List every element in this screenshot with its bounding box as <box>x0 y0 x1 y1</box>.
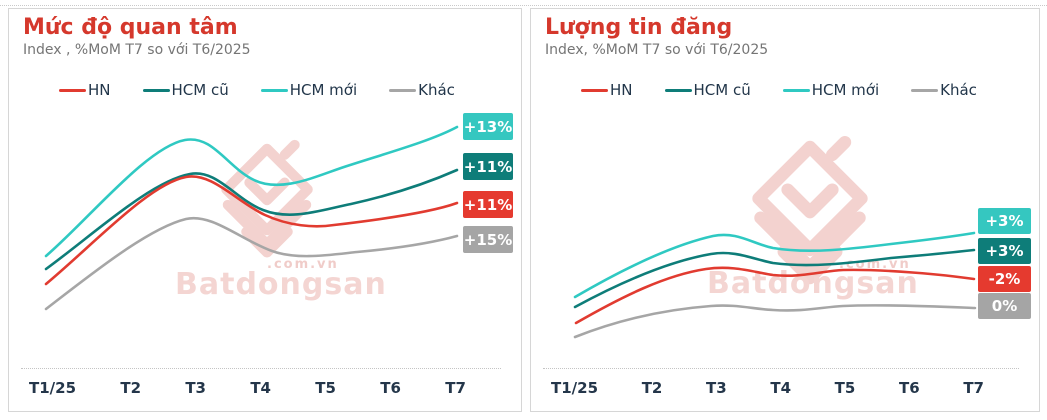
x-tick: T2 <box>641 379 663 397</box>
x-tick: T7 <box>445 379 466 397</box>
chart-subtitle: Index , %MoM T7 so với T6/2025 <box>23 42 251 58</box>
legend-dash-hcm-moi-icon <box>260 88 288 92</box>
x-tick: T1/25 <box>29 379 77 397</box>
watermark-domain: .com.vn <box>267 257 339 272</box>
x-axis-line <box>543 368 1019 369</box>
line-hn <box>574 266 976 325</box>
x-tick: T4 <box>770 379 792 397</box>
x-tick: T5 <box>315 379 336 397</box>
legend-label: HN <box>88 81 111 99</box>
value-badge-hcm-cu: +3% <box>978 238 1031 264</box>
chart-card-interest-level: Mức độ quan tâm Index , %MoM T7 so với T… <box>8 8 522 412</box>
legend-item-hcm-cu: HCM cũ <box>142 81 229 99</box>
legend: HN HCM cũ HCM mới Khác <box>581 81 977 99</box>
x-tick: T4 <box>250 379 271 397</box>
legend-item-khac: Khác <box>911 81 977 99</box>
x-tick: T1/25 <box>551 379 599 397</box>
legend-dash-hn-icon <box>59 88 86 92</box>
x-tick: T7 <box>963 379 984 397</box>
x-axis-line <box>21 368 501 369</box>
legend-item-hn: HN <box>59 81 111 99</box>
x-tick: T6 <box>380 379 401 397</box>
x-tick: T5 <box>834 379 856 397</box>
legend-item-hcm-cu: HCM cũ <box>664 81 751 99</box>
chart-title: Mức độ quan tâm <box>23 15 238 40</box>
legend-label: HCM mới <box>289 81 358 99</box>
legend-label: Khác <box>940 81 977 99</box>
line-hn <box>44 175 459 286</box>
legend: HN HCM cũ HCM mới Khác <box>59 81 455 99</box>
legend-label: HCM cũ <box>693 81 751 99</box>
batdongsan-logo-watermark-icon <box>221 139 313 258</box>
x-tick: T6 <box>899 379 920 397</box>
value-badge-hcm-cu: +11% <box>463 153 513 180</box>
chart-title: Lượng tin đăng <box>545 15 733 40</box>
line-khac <box>44 216 459 311</box>
legend-label: HCM mới <box>811 81 880 99</box>
legend-label: HN <box>610 81 633 99</box>
line-hcm-moi <box>573 231 976 299</box>
chart-subtitle: Index, %MoM T7 so với T6/2025 <box>545 42 769 58</box>
x-tick: T2 <box>120 379 142 397</box>
line-hcm-cu <box>44 168 459 271</box>
watermark-brand: Batdongsan <box>175 267 387 302</box>
legend-item-hcm-moi: HCM mới <box>260 81 358 99</box>
x-axis-labels: T1/25 T2 T3 T4 T5 T6 T7 <box>29 379 466 397</box>
line-hcm-cu <box>573 248 976 309</box>
legend-item-khac: Khác <box>389 81 455 99</box>
page-top-divider <box>0 5 1047 6</box>
value-badge-hn: -2% <box>978 266 1031 292</box>
legend-dash-khac-icon <box>911 88 939 92</box>
legend-label: Khác <box>418 81 455 99</box>
legend-dash-hcm-cu-icon <box>664 88 692 92</box>
x-axis-labels: T1/25 T2 T3 T4 T5 T6 T7 <box>551 379 984 397</box>
legend-dash-hcm-moi-icon <box>782 88 810 92</box>
legend-label: HCM cũ <box>171 81 229 99</box>
x-tick: T3 <box>706 379 727 397</box>
line-khac <box>573 304 977 339</box>
value-badge-hcm-moi: +3% <box>978 208 1031 234</box>
value-badge-hcm-moi: +13% <box>463 113 513 140</box>
line-plot <box>44 125 459 311</box>
legend-item-hn: HN <box>581 81 633 99</box>
legend-dash-hn-icon <box>581 88 608 92</box>
value-badge-hn: +11% <box>463 191 513 218</box>
x-tick: T3 <box>185 379 206 397</box>
chart-card-listing-volume: Lượng tin đăng Index, %MoM T7 so với T6/… <box>530 8 1040 412</box>
legend-dash-khac-icon <box>389 88 417 92</box>
value-badge-khac: 0% <box>978 293 1031 319</box>
line-hcm-moi <box>44 125 459 258</box>
legend-dash-hcm-cu-icon <box>142 88 170 92</box>
line-plot <box>573 231 977 339</box>
legend-item-hcm-moi: HCM mới <box>782 81 880 99</box>
value-badge-khac: +15% <box>463 226 513 253</box>
